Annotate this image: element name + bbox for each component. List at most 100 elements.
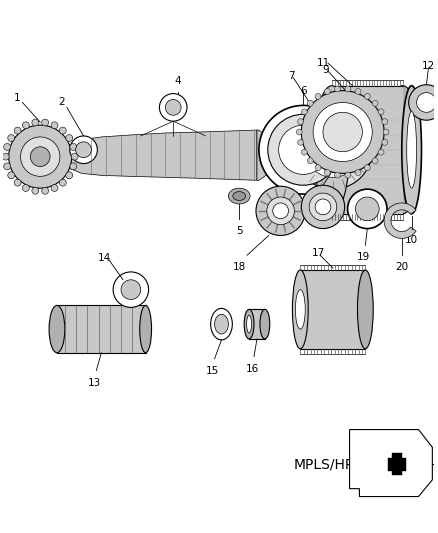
Text: 5: 5	[236, 225, 243, 236]
Text: 9: 9	[323, 65, 329, 75]
Circle shape	[383, 129, 389, 135]
Circle shape	[315, 199, 331, 215]
Text: 11: 11	[316, 58, 330, 68]
Circle shape	[60, 127, 66, 134]
Text: 18: 18	[233, 262, 246, 272]
Circle shape	[22, 122, 29, 129]
Ellipse shape	[228, 188, 250, 204]
Circle shape	[267, 197, 294, 224]
Bar	[392, 453, 402, 475]
Text: 6: 6	[300, 86, 307, 96]
Circle shape	[66, 172, 73, 179]
Circle shape	[315, 93, 321, 99]
Circle shape	[32, 119, 39, 126]
Text: 12: 12	[422, 61, 435, 71]
Circle shape	[307, 158, 313, 164]
Text: 19: 19	[357, 252, 370, 262]
Text: 10: 10	[405, 236, 418, 246]
Circle shape	[298, 140, 304, 146]
Circle shape	[378, 109, 384, 115]
Circle shape	[301, 109, 307, 115]
Circle shape	[4, 143, 11, 150]
Circle shape	[22, 184, 29, 191]
Circle shape	[2, 153, 9, 160]
Ellipse shape	[247, 315, 251, 333]
Circle shape	[409, 85, 438, 120]
Circle shape	[382, 119, 388, 125]
Circle shape	[345, 86, 351, 92]
Circle shape	[60, 179, 66, 186]
Circle shape	[70, 143, 77, 150]
Circle shape	[4, 163, 11, 170]
Circle shape	[301, 91, 384, 173]
Ellipse shape	[260, 309, 270, 339]
Circle shape	[325, 88, 330, 94]
Circle shape	[71, 153, 78, 160]
Circle shape	[51, 184, 58, 191]
Circle shape	[323, 112, 362, 152]
Circle shape	[335, 86, 340, 92]
Circle shape	[315, 165, 321, 171]
Circle shape	[355, 88, 361, 94]
Polygon shape	[350, 430, 432, 497]
Text: 15: 15	[206, 366, 219, 376]
Text: 14: 14	[98, 253, 111, 263]
Circle shape	[76, 142, 92, 158]
Polygon shape	[257, 130, 279, 180]
Circle shape	[313, 102, 372, 161]
Ellipse shape	[215, 314, 228, 334]
Circle shape	[113, 272, 148, 308]
Circle shape	[356, 197, 379, 221]
Ellipse shape	[314, 86, 350, 214]
Ellipse shape	[244, 309, 254, 339]
Bar	[57, 305, 146, 353]
Circle shape	[159, 94, 187, 121]
Ellipse shape	[211, 309, 232, 340]
Text: 17: 17	[311, 248, 325, 259]
Circle shape	[372, 100, 378, 106]
Circle shape	[42, 187, 49, 194]
Circle shape	[293, 110, 372, 189]
Ellipse shape	[402, 86, 421, 214]
Circle shape	[364, 165, 370, 171]
Circle shape	[14, 179, 21, 186]
Circle shape	[9, 125, 72, 188]
Circle shape	[305, 122, 360, 177]
Text: 1: 1	[14, 93, 21, 102]
Text: 2: 2	[58, 98, 65, 108]
Text: 8: 8	[334, 164, 340, 173]
Circle shape	[30, 147, 50, 166]
Circle shape	[32, 187, 39, 194]
Circle shape	[165, 100, 181, 115]
Text: 16: 16	[245, 364, 259, 374]
Ellipse shape	[233, 192, 246, 200]
Ellipse shape	[295, 289, 305, 329]
Ellipse shape	[140, 305, 152, 353]
Circle shape	[259, 106, 348, 194]
Circle shape	[355, 169, 361, 175]
Circle shape	[273, 203, 289, 219]
Circle shape	[14, 127, 21, 134]
Bar	[332, 86, 403, 214]
Circle shape	[42, 119, 49, 126]
Circle shape	[301, 185, 345, 229]
Circle shape	[345, 172, 351, 178]
Bar	[249, 309, 265, 339]
Polygon shape	[70, 130, 257, 180]
Circle shape	[382, 140, 388, 146]
Text: 20: 20	[395, 262, 408, 272]
Ellipse shape	[385, 86, 420, 214]
Circle shape	[348, 189, 387, 229]
Circle shape	[298, 119, 304, 125]
Circle shape	[66, 134, 73, 141]
Circle shape	[297, 129, 302, 135]
Circle shape	[335, 172, 340, 178]
Polygon shape	[384, 203, 416, 238]
Circle shape	[70, 163, 77, 170]
Circle shape	[256, 186, 305, 236]
Circle shape	[21, 137, 60, 176]
Circle shape	[51, 122, 58, 129]
Bar	[388, 457, 406, 471]
Circle shape	[8, 134, 14, 141]
Circle shape	[121, 280, 141, 300]
